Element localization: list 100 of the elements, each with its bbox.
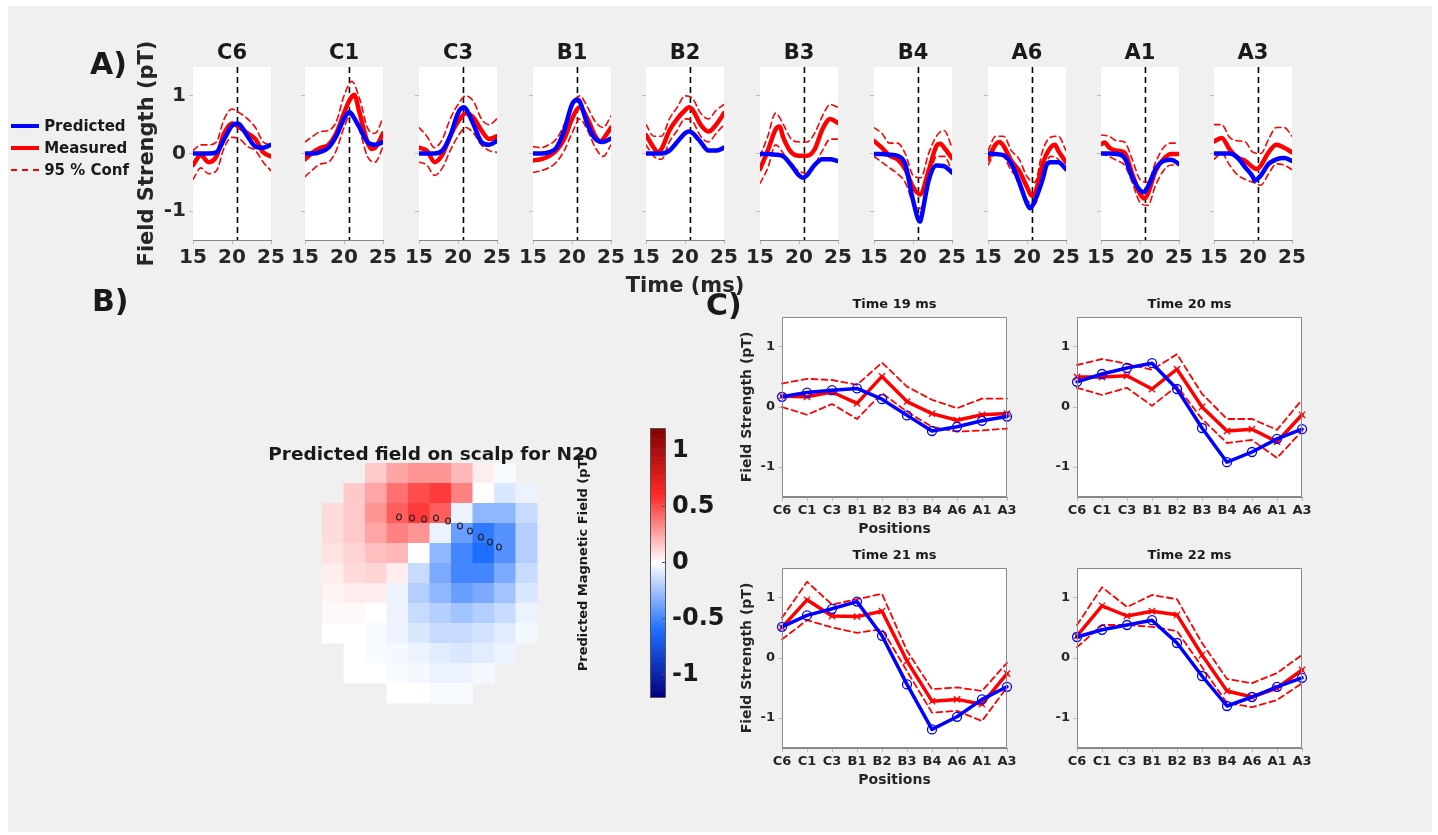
- y-tick-label: 1: [765, 589, 775, 605]
- text: A): [90, 46, 127, 81]
- x-tick-label: 20: [1239, 244, 1267, 269]
- x-tick-label: 25: [1052, 244, 1080, 269]
- y-tick-label: 1: [765, 338, 775, 354]
- x-tick-label: C1: [1092, 502, 1112, 518]
- x-tick-label: 15: [1087, 244, 1115, 269]
- x-tick-label: C6: [1067, 753, 1087, 769]
- x-tick-label: 25: [824, 244, 852, 269]
- x-tick-label: 15: [1200, 244, 1228, 269]
- x-tick-label: 20: [671, 244, 699, 269]
- color-bar-label: -0.5: [672, 602, 725, 631]
- x-tick-label: 15: [746, 244, 774, 269]
- x-axis-title: Positions: [858, 519, 931, 536]
- x-tick-label: B4: [1217, 753, 1237, 769]
- x-tick-label: 15: [519, 244, 547, 269]
- x-tick-label: A1: [1267, 502, 1287, 518]
- x-tick-label: B2: [872, 502, 892, 518]
- x-tick-label: B1: [1142, 753, 1162, 769]
- y-tick-label: 0: [765, 398, 775, 414]
- x-tick-label: 15: [974, 244, 1002, 269]
- x-tick-label: 15: [179, 244, 207, 269]
- x-tick-label: C6: [1067, 502, 1087, 518]
- color-bar-label: 1: [672, 434, 689, 463]
- x-tick-label: 25: [710, 244, 738, 269]
- text: B): [92, 283, 129, 318]
- color-bar-label: 0: [672, 546, 689, 575]
- chart-title: A1: [1124, 39, 1156, 64]
- x-tick-label: 25: [257, 244, 285, 269]
- x-tick-label: 20: [785, 244, 813, 269]
- x-tick-label: 20: [1126, 244, 1154, 269]
- y-tick-label: -1: [1055, 458, 1070, 474]
- chart-title: B3: [783, 39, 815, 64]
- x-tick-label: A6: [1242, 502, 1262, 518]
- x-tick-label: A3: [1292, 502, 1312, 518]
- color-bar-label: -1: [672, 658, 699, 687]
- x-tick-label: B4: [922, 753, 942, 769]
- legend-label: Predicted: [44, 117, 126, 136]
- x-tick-label: C3: [822, 753, 842, 769]
- x-tick-label: A3: [1292, 753, 1312, 769]
- y-tick-label: 0: [172, 139, 186, 164]
- x-tick-label: 15: [405, 244, 433, 269]
- x-tick-label: B3: [897, 502, 917, 518]
- x-tick-label: C1: [1092, 753, 1112, 769]
- x-tick-label: B1: [847, 502, 867, 518]
- x-tick-label: 20: [558, 244, 586, 269]
- x-tick-label: 25: [938, 244, 966, 269]
- x-tick-label: A1: [1267, 753, 1287, 769]
- chart-title: C6: [216, 39, 248, 64]
- chart-title: B4: [897, 39, 929, 64]
- y-tick-label: 1: [1060, 338, 1070, 354]
- legend-label: Measured: [44, 139, 128, 158]
- x-tick-label: 25: [1165, 244, 1193, 269]
- y-tick-label: 0: [765, 649, 775, 665]
- y-tick-label: 1: [172, 82, 186, 107]
- x-tick-label: 15: [632, 244, 660, 269]
- x-tick-label: 25: [1278, 244, 1306, 269]
- color-bar-label: 0.5: [672, 490, 715, 519]
- x-tick-label: B3: [1192, 753, 1212, 769]
- chart-title: Time 22 ms: [1147, 546, 1232, 562]
- x-tick-label: A1: [972, 502, 992, 518]
- x-tick-label: 20: [444, 244, 472, 269]
- x-tick-label: 20: [218, 244, 246, 269]
- chart-title: B1: [556, 39, 588, 64]
- chart-title: Time 21 ms: [852, 546, 937, 562]
- x-tick-label: B2: [872, 753, 892, 769]
- chart-title: C1: [328, 39, 360, 64]
- x-tick-label: 20: [330, 244, 358, 269]
- legend-label: 95 % Conf: [44, 161, 129, 180]
- chart-title: C3: [442, 39, 474, 64]
- y-axis-title: Field Strength (pT): [737, 582, 754, 734]
- x-tick-label: B3: [1192, 502, 1212, 518]
- y-tick-label: 0: [1060, 649, 1070, 665]
- x-tick-label: B1: [1142, 502, 1162, 518]
- x-tick-label: C6: [772, 753, 792, 769]
- y-tick-label: -1: [1055, 709, 1070, 725]
- x-tick-label: B4: [922, 502, 942, 518]
- x-tick-label: C3: [822, 502, 842, 518]
- x-tick-label: 25: [483, 244, 511, 269]
- x-tick-label: A3: [997, 753, 1017, 769]
- x-axis-title: Positions: [858, 770, 931, 787]
- y-axis-title: Field Strength (pT): [133, 40, 158, 267]
- chart-title: Time 19 ms: [852, 295, 937, 311]
- x-tick-label: 15: [860, 244, 888, 269]
- x-tick-label: C1: [797, 753, 817, 769]
- chart-title: B2: [669, 39, 701, 64]
- x-tick-label: 25: [597, 244, 625, 269]
- chart-title: A3: [1237, 39, 1269, 64]
- y-tick-label: -1: [760, 709, 775, 725]
- y-axis-title: Field Strength (pT): [737, 331, 754, 483]
- x-tick-label: B2: [1167, 502, 1187, 518]
- x-tick-label: B1: [847, 753, 867, 769]
- x-tick-label: 15: [291, 244, 319, 269]
- x-tick-label: A1: [972, 753, 992, 769]
- x-tick-label: B4: [1217, 502, 1237, 518]
- x-tick-label: A3: [997, 502, 1017, 518]
- y-tick-label: -1: [760, 458, 775, 474]
- x-tick-label: A6: [947, 753, 967, 769]
- x-tick-label: B2: [1167, 753, 1187, 769]
- x-tick-label: C6: [772, 502, 792, 518]
